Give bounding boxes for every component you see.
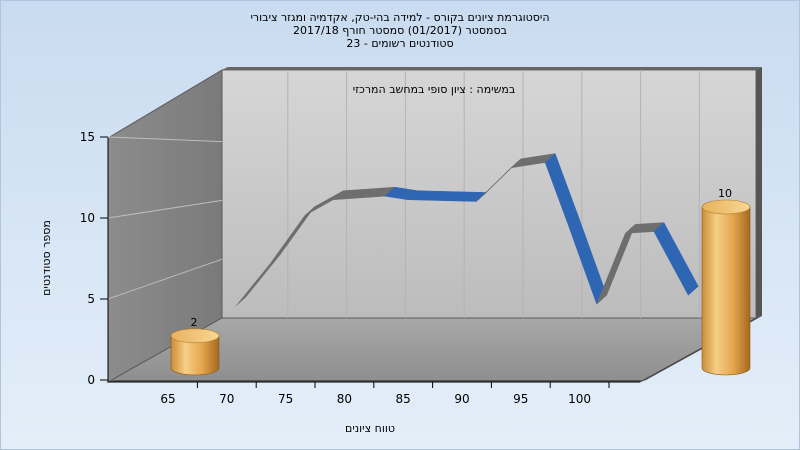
back-wall-top-edge [222,67,762,70]
chart-subtitle: במשימה : ציון סופי במחשב המרכזי [353,83,516,96]
chart-title-line-1: היסטוגרמת ציונים בקורס - למידה בהי-טק, א… [250,11,550,24]
bar-top [170,328,220,344]
curve-ribbon [235,153,699,307]
x-tick-label: 100 [568,392,591,406]
grid-line-left [107,199,223,219]
bar: 2 [170,316,220,376]
grid-line-left [107,136,223,143]
y-tick-label: 15 [80,130,95,144]
bar-value-label: 2 [191,316,198,329]
bar-top [701,199,751,215]
curve-segment [407,190,488,202]
curve-segment [653,222,699,296]
y-tick-label: 10 [80,211,95,225]
axes: 0 5 10 15 65 70 75 80 85 90 95 100 [80,130,640,406]
chart-title-line-2: בסמסטר (01/2017) סמסטר חורף 2017/18 [293,24,507,37]
x-tick-label: 70 [219,392,234,406]
left-wall-top-edge [108,67,228,138]
x-tick-label: 65 [160,392,175,406]
bars: 210162 [170,187,751,376]
chart-title-line-3: סטודנטים רשומים - 23 [346,37,454,50]
bar-body [170,335,220,376]
x-axis-label: טווח ציונים [345,422,395,435]
y-tick-label: 0 [87,373,95,387]
x-tick-label: 95 [513,392,528,406]
bar-body [701,206,751,376]
x-tick-label: 85 [396,392,411,406]
x-tick-label: 90 [454,392,469,406]
back-wall [221,69,757,319]
bar-value-label: 10 [718,187,732,200]
bar: 10 [701,187,751,376]
y-tick-label: 5 [87,292,95,306]
x-tick-label: 75 [278,392,293,406]
x-tick-label: 80 [337,392,352,406]
back-wall-right-edge [756,67,762,318]
y-axis-label: מספר סטודנטים [40,220,53,296]
grid-line-left [107,258,223,300]
